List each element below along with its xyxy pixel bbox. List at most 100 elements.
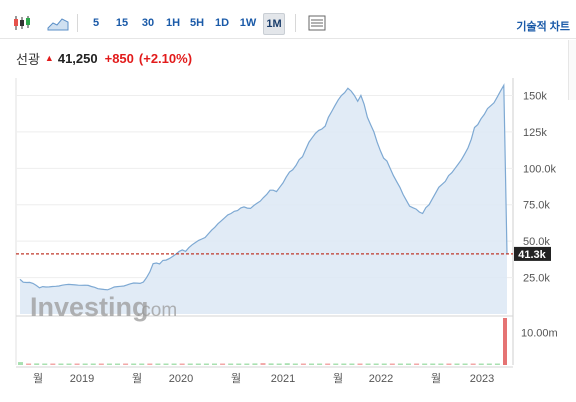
volume-bar	[365, 363, 371, 365]
interval-1d[interactable]: 1D	[214, 17, 230, 29]
volume-bar	[503, 318, 507, 365]
volume-bar	[438, 363, 444, 365]
y-tick-label: 50.0k	[523, 236, 550, 248]
x-tick-label: 2020	[169, 373, 193, 385]
volume-bar	[470, 363, 476, 365]
y-tick-label: 100.0k	[523, 163, 557, 175]
volume-bar	[333, 363, 339, 365]
x-tick-label: 2019	[70, 373, 94, 385]
watermark-text: Investing	[30, 292, 149, 322]
volume-bar	[284, 363, 290, 365]
x-axis: 월 2019 월 2020 월 2021 월 2022 월 2023	[33, 372, 494, 385]
interval-1m[interactable]: 1M	[263, 13, 285, 35]
volume-bar	[34, 363, 40, 365]
x-tick-label: 월	[333, 372, 343, 385]
interval-1w[interactable]: 1W	[239, 17, 257, 29]
side-panel-edge	[568, 40, 576, 100]
table-icon[interactable]	[305, 13, 329, 33]
volume-bar	[139, 363, 145, 365]
interval-1h[interactable]: 1H	[165, 17, 181, 29]
volume-bar	[478, 363, 484, 365]
chart-toolbar: 5 15 30 1H 5H 1D 1W 1M 기술적 차트	[0, 8, 576, 39]
current-price-line: 41.3k	[16, 246, 551, 261]
x-tick-label: 월	[33, 372, 43, 385]
volume-bar	[187, 363, 193, 365]
x-tick-label: 월	[431, 372, 441, 385]
volume-bar	[260, 363, 266, 365]
volume-bar	[155, 363, 161, 365]
x-tick-label: 월	[132, 372, 142, 385]
volume-bar	[98, 363, 104, 365]
price-area	[19, 83, 508, 314]
interval-5[interactable]: 5	[92, 17, 100, 29]
up-arrow-icon: ▲	[44, 53, 54, 63]
volume-bar	[26, 363, 32, 365]
volume-bar	[325, 363, 331, 365]
volume-bar	[50, 363, 56, 365]
volume-bar	[430, 363, 436, 365]
volume-bar	[414, 363, 420, 365]
volume-bar	[236, 363, 242, 365]
investing-watermark: Investing .com	[30, 292, 177, 322]
volume-bar	[341, 363, 347, 365]
volume-bar	[195, 363, 201, 365]
volume-bar	[106, 363, 112, 365]
y-tick-label: 150k	[523, 90, 547, 102]
interval-15[interactable]: 15	[115, 17, 129, 29]
interval-30[interactable]: 30	[141, 17, 155, 29]
volume-bar	[381, 363, 387, 365]
volume-bar	[276, 363, 282, 365]
volume-axis-label: 10.00m	[521, 328, 558, 340]
y-tick-label: 125k	[523, 127, 547, 139]
interval-5h[interactable]: 5H	[189, 17, 205, 29]
volume-bar	[454, 363, 460, 365]
volume-bar	[58, 363, 64, 365]
volume-bar	[494, 363, 500, 365]
volume-bar	[268, 363, 274, 365]
volume-bar	[82, 363, 88, 365]
price-change: +850	[104, 50, 134, 66]
x-tick-label: 월	[231, 372, 241, 385]
volume-bar	[163, 363, 169, 365]
last-price: 41,250	[57, 50, 98, 66]
x-tick-label: 2022	[369, 373, 393, 385]
volume-bar	[220, 363, 226, 365]
instrument-name: 선광	[16, 51, 40, 67]
volume-bar	[147, 363, 153, 365]
candlestick-icon[interactable]	[10, 13, 34, 33]
volume-bar	[300, 363, 306, 365]
volume-bar	[389, 363, 395, 365]
volume-bar	[18, 362, 23, 365]
volume-bar	[90, 363, 96, 365]
volume-bar	[406, 363, 411, 365]
volume-bar	[309, 363, 314, 365]
volume-bar	[446, 363, 452, 365]
volume-bar	[66, 363, 72, 365]
volume-bar	[357, 363, 363, 365]
volume-bar	[349, 363, 355, 365]
area-chart-icon[interactable]	[46, 13, 70, 33]
volume-bar	[317, 363, 323, 365]
x-tick-label: 2021	[271, 373, 295, 385]
volume-bar	[397, 363, 403, 365]
toolbar-divider	[295, 14, 296, 32]
volume-bar	[228, 363, 234, 365]
toolbar-divider	[77, 14, 78, 32]
volume-bar	[244, 363, 250, 365]
volume-bar	[171, 363, 177, 365]
current-price-tag	[514, 246, 551, 261]
quote-header: 선광 ▲ 41,250 +850 (+2.10%)	[16, 49, 192, 67]
volume-bar	[462, 363, 468, 365]
volume-bar	[123, 363, 129, 365]
technical-chart-link[interactable]: 기술적 차트	[516, 21, 570, 33]
watermark-suffix: .com	[136, 300, 177, 321]
price-series-line	[19, 83, 508, 291]
y-axis: 150k 125k 100.0k 75.0k 50.0k 25.0k	[523, 90, 557, 284]
x-tick-label: 2023	[470, 373, 494, 385]
volume-bar	[212, 363, 217, 365]
volume-bar	[422, 363, 428, 365]
y-tick-label: 75.0k	[523, 200, 550, 212]
volume-bar	[74, 363, 80, 365]
volume-bar	[131, 363, 137, 365]
